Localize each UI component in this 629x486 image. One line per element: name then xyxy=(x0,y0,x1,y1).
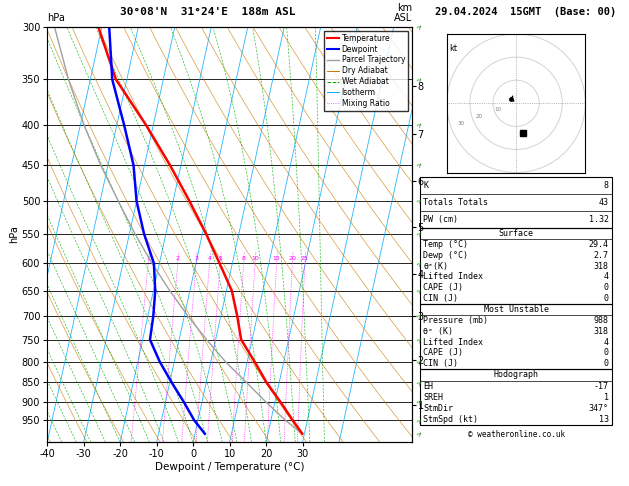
Text: 15: 15 xyxy=(273,256,281,261)
Text: StmSpd (kt): StmSpd (kt) xyxy=(423,415,478,424)
Text: 0: 0 xyxy=(604,359,609,368)
Text: >: > xyxy=(415,430,423,438)
Text: 10: 10 xyxy=(251,256,259,261)
Text: 4: 4 xyxy=(208,256,211,261)
X-axis label: Dewpoint / Temperature (°C): Dewpoint / Temperature (°C) xyxy=(155,462,304,472)
Legend: Temperature, Dewpoint, Parcel Trajectory, Dry Adiabat, Wet Adiabat, Isotherm, Mi: Temperature, Dewpoint, Parcel Trajectory… xyxy=(324,31,408,111)
Text: kt: kt xyxy=(450,44,458,52)
Text: 1: 1 xyxy=(604,393,609,402)
Text: Dewp (°C): Dewp (°C) xyxy=(423,251,469,260)
Text: >: > xyxy=(415,229,423,238)
Text: >: > xyxy=(415,259,423,268)
Text: StmDir: StmDir xyxy=(423,404,454,413)
Text: Pressure (mb): Pressure (mb) xyxy=(423,315,488,325)
Text: 8: 8 xyxy=(604,181,609,191)
Text: K: K xyxy=(423,181,428,191)
Text: Surface: Surface xyxy=(499,229,533,238)
Text: EH: EH xyxy=(423,382,433,391)
Text: >: > xyxy=(415,398,423,406)
Text: CIN (J): CIN (J) xyxy=(423,294,459,303)
Text: Totals Totals: Totals Totals xyxy=(423,198,488,208)
Text: hPa: hPa xyxy=(47,13,65,22)
Text: CIN (J): CIN (J) xyxy=(423,359,459,368)
Text: SREH: SREH xyxy=(423,393,443,402)
Text: 0: 0 xyxy=(604,348,609,358)
Text: 4: 4 xyxy=(604,272,609,281)
Text: PW (cm): PW (cm) xyxy=(423,215,459,225)
Text: 13: 13 xyxy=(599,415,609,424)
Text: >: > xyxy=(415,312,423,320)
Text: 2.7: 2.7 xyxy=(594,251,609,260)
Text: >: > xyxy=(415,335,423,344)
Text: 0: 0 xyxy=(604,283,609,292)
Text: >: > xyxy=(415,358,423,366)
Text: CAPE (J): CAPE (J) xyxy=(423,348,464,358)
Text: 318: 318 xyxy=(594,327,609,336)
Text: >: > xyxy=(415,22,423,31)
Text: 0: 0 xyxy=(604,294,609,303)
Text: 1.32: 1.32 xyxy=(589,215,609,225)
Text: 4: 4 xyxy=(604,337,609,347)
Text: 20: 20 xyxy=(476,114,482,119)
Text: Lifted Index: Lifted Index xyxy=(423,337,483,347)
Text: 988: 988 xyxy=(594,315,609,325)
Text: 30°08'N  31°24'E  188m ASL: 30°08'N 31°24'E 188m ASL xyxy=(120,7,296,17)
Text: 29.04.2024  15GMT  (Base: 00): 29.04.2024 15GMT (Base: 00) xyxy=(435,7,616,17)
Text: 10: 10 xyxy=(494,107,501,112)
Text: θᵉ (K): θᵉ (K) xyxy=(423,327,454,336)
Text: >: > xyxy=(415,287,423,295)
Text: km
ASL: km ASL xyxy=(394,2,412,22)
Text: Hodograph: Hodograph xyxy=(494,370,538,380)
Text: 347°: 347° xyxy=(589,404,609,413)
Text: θᵉ(K): θᵉ(K) xyxy=(423,261,448,271)
Text: 5: 5 xyxy=(218,256,222,261)
Text: Lifted Index: Lifted Index xyxy=(423,272,483,281)
Text: 25: 25 xyxy=(301,256,309,261)
Text: 3: 3 xyxy=(194,256,198,261)
Text: CAPE (J): CAPE (J) xyxy=(423,283,464,292)
Text: 2: 2 xyxy=(175,256,180,261)
Text: -17: -17 xyxy=(594,382,609,391)
Y-axis label: hPa: hPa xyxy=(9,226,19,243)
Text: >: > xyxy=(415,197,423,206)
Text: 29.4: 29.4 xyxy=(589,240,609,249)
Text: 8: 8 xyxy=(242,256,245,261)
Text: 20: 20 xyxy=(289,256,296,261)
Text: © weatheronline.co.uk: © weatheronline.co.uk xyxy=(467,430,565,439)
Text: >: > xyxy=(415,416,423,425)
Text: >: > xyxy=(415,75,423,84)
Text: Most Unstable: Most Unstable xyxy=(484,305,548,314)
Text: >: > xyxy=(415,161,423,170)
Text: >: > xyxy=(415,378,423,386)
Text: 1: 1 xyxy=(147,256,150,261)
Text: 318: 318 xyxy=(594,261,609,271)
Text: 30: 30 xyxy=(457,121,464,126)
Text: Temp (°C): Temp (°C) xyxy=(423,240,469,249)
Text: >: > xyxy=(415,121,423,129)
Text: 43: 43 xyxy=(599,198,609,208)
